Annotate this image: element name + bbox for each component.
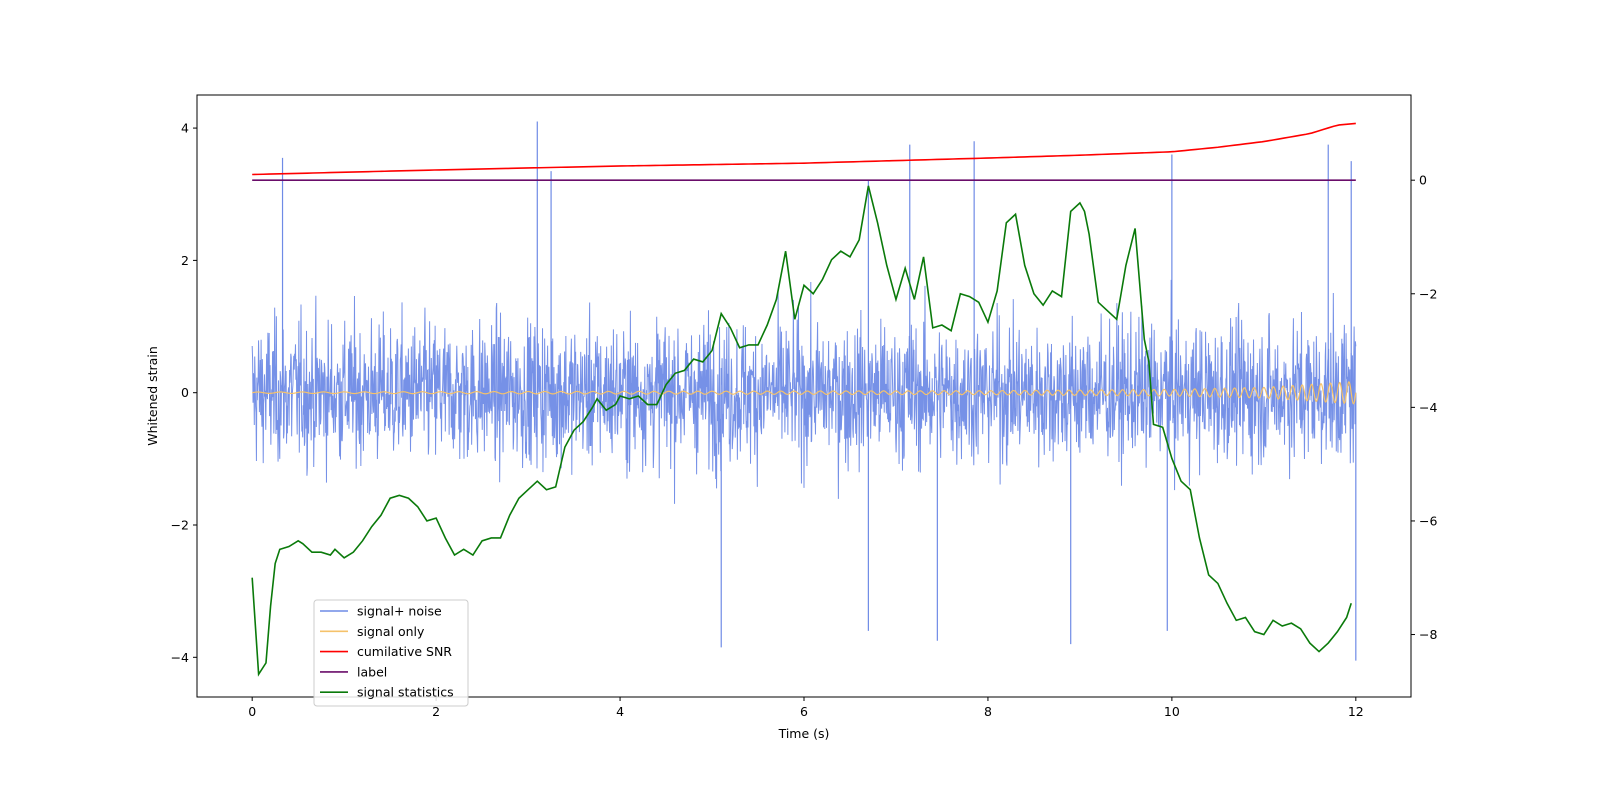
y2-tick-label: −4 [1419, 400, 1437, 415]
x-tick-label: 0 [248, 704, 256, 719]
y-tick-label: 4 [181, 121, 189, 136]
legend-label: signal+ noise [357, 604, 442, 619]
plot-layer [251, 121, 1357, 677]
y-tick-label: −4 [171, 650, 189, 665]
x-tick-label: 2 [432, 704, 440, 719]
y2-tick-label: −6 [1419, 513, 1437, 528]
legend-box [313, 599, 469, 707]
y-tick-label: −2 [171, 518, 189, 533]
y-axis-label: Whitened strain [145, 346, 160, 445]
y2-tick-label: −8 [1419, 627, 1437, 642]
y-tick-label: 0 [181, 385, 189, 400]
legend-label: cumilative SNR [357, 644, 452, 659]
x-tick-label: 6 [800, 704, 808, 719]
x-tick-label: 12 [1348, 704, 1364, 719]
series-signal-statistics [251, 185, 1352, 677]
x-tick-label: 4 [616, 704, 624, 719]
x-tick-label: 10 [1164, 704, 1180, 719]
legend-label: signal statistics [357, 685, 454, 700]
y2-tick-label: 0 [1419, 173, 1427, 188]
y-tick-label: 2 [181, 253, 189, 268]
series-signal-only [252, 381, 1357, 405]
x-tick-label: 8 [984, 704, 992, 719]
legend-label: label [357, 664, 387, 679]
series-cumulative-snr [252, 122, 1356, 176]
x-axis-label: Time (s) [778, 726, 830, 741]
legend-label: signal only [357, 624, 425, 639]
y2-tick-label: −2 [1419, 286, 1437, 301]
legend: signal+ noise signal only cumilative SNR la… [313, 599, 469, 707]
